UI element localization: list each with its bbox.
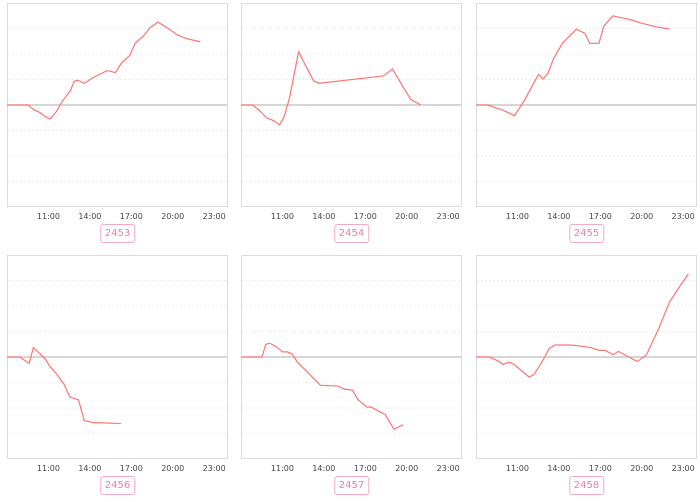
x-tick-label: 20:00 xyxy=(395,212,419,221)
chart-panel-6: 11:00 14:00 17:00 20:00 23:00 2458 xyxy=(476,255,697,495)
x-tick-label: 14:00 xyxy=(312,212,336,221)
x-tick-label: 11:00 xyxy=(270,464,294,473)
x-tick-label: 23:00 xyxy=(202,212,226,221)
line-chart xyxy=(241,3,462,207)
series-line xyxy=(476,273,689,378)
x-tick-label: 14:00 xyxy=(547,212,571,221)
x-tick-label: 11:00 xyxy=(36,464,60,473)
x-tick-label: 23:00 xyxy=(671,212,695,221)
line-chart xyxy=(7,3,228,207)
series-line xyxy=(241,49,422,126)
line-chart xyxy=(7,255,228,459)
chart-label-badge[interactable]: 2455 xyxy=(568,224,605,243)
line-chart xyxy=(241,255,462,459)
x-tick-label: 23:00 xyxy=(202,464,226,473)
x-tick-label: 17:00 xyxy=(588,464,612,473)
x-tick-label: 14:00 xyxy=(78,464,102,473)
series-line xyxy=(241,342,404,430)
chart-label-badge[interactable]: 2456 xyxy=(99,476,136,495)
x-tick-label: 20:00 xyxy=(161,464,185,473)
series-line xyxy=(7,346,122,425)
x-tick-label: 23:00 xyxy=(671,464,695,473)
x-tick-label: 23:00 xyxy=(436,212,460,221)
series-line xyxy=(476,15,670,117)
chart-panel-5: 11:00 14:00 17:00 20:00 23:00 2457 xyxy=(241,255,462,495)
x-tick-label: 14:00 xyxy=(78,212,102,221)
x-tick-label: 14:00 xyxy=(312,464,336,473)
x-tick-label: 11:00 xyxy=(505,464,529,473)
x-tick-label: 11:00 xyxy=(270,212,294,221)
x-tick-label: 17:00 xyxy=(353,212,377,221)
chart-label-badge[interactable]: 2457 xyxy=(333,476,370,495)
line-chart xyxy=(476,255,697,459)
x-tick-label: 14:00 xyxy=(547,464,571,473)
x-tick-label: 11:00 xyxy=(505,212,529,221)
chart-panel-2: 11:00 14:00 17:00 20:00 23:00 2454 xyxy=(241,3,462,243)
chart-panel-3: 11:00 14:00 17:00 20:00 23:00 2455 xyxy=(476,3,697,243)
x-tick-label: 20:00 xyxy=(630,464,654,473)
chart-label-badge[interactable]: 2458 xyxy=(568,476,605,495)
chart-label-badge[interactable]: 2453 xyxy=(99,224,136,243)
chart-label-badge[interactable]: 2454 xyxy=(333,224,370,243)
x-tick-label: 17:00 xyxy=(119,212,143,221)
line-chart xyxy=(476,3,697,207)
x-tick-label: 17:00 xyxy=(353,464,377,473)
x-tick-label: 17:00 xyxy=(119,464,143,473)
x-tick-label: 20:00 xyxy=(161,212,185,221)
chart-panel-1: 11:00 14:00 17:00 20:00 23:00 2453 xyxy=(7,3,228,243)
x-tick-label: 11:00 xyxy=(36,212,60,221)
x-tick-label: 17:00 xyxy=(588,212,612,221)
series-line xyxy=(7,21,201,120)
x-tick-label: 20:00 xyxy=(395,464,419,473)
x-tick-label: 23:00 xyxy=(436,464,460,473)
chart-panel-4: 11:00 14:00 17:00 20:00 23:00 2456 xyxy=(7,255,228,495)
x-tick-label: 20:00 xyxy=(630,212,654,221)
